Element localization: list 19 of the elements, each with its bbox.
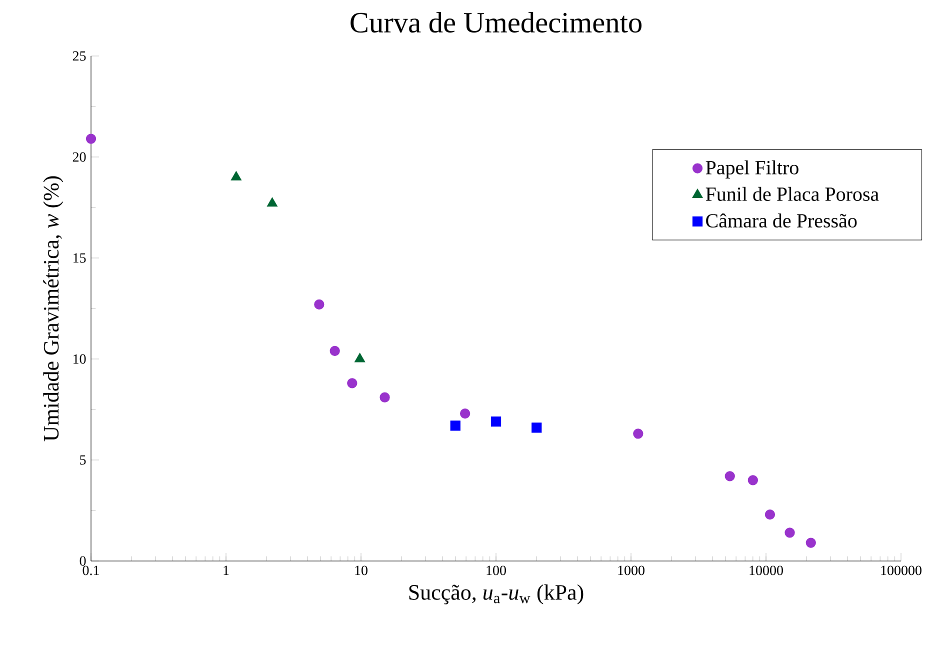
y-tick-label: 10 xyxy=(74,354,86,364)
y-axis-title: Umidade Gravimétrica, w (%) xyxy=(43,176,64,442)
x-tick-label: 10 xyxy=(355,566,368,576)
legend-label: Câmara de Pressão xyxy=(706,213,857,228)
y-tick-label: 5 xyxy=(80,455,86,465)
x-axis-title: Sucção, u$_{a}$-u$_{w}$ (kPa) xyxy=(409,584,584,604)
x-tick-label: 1 xyxy=(224,566,229,575)
x-tick-label: 100000 xyxy=(881,566,922,576)
y-tick-label: 25 xyxy=(72,51,86,61)
x-tick-label: 0.1 xyxy=(82,566,99,576)
x-tick-label: 1000 xyxy=(618,566,644,576)
y-tick-label: 15 xyxy=(74,253,86,263)
legend-label: Papel Filtro xyxy=(706,160,798,178)
x-tick-label: 10000 xyxy=(750,566,783,576)
chart-title: Curva de Umedecimento xyxy=(350,12,642,33)
x-tick-label: 100 xyxy=(486,566,506,576)
y-tick-label: 0 xyxy=(80,556,86,566)
y-tick-label: 20 xyxy=(72,152,86,162)
legend-label: Funil de Placa Porosa xyxy=(706,186,879,201)
